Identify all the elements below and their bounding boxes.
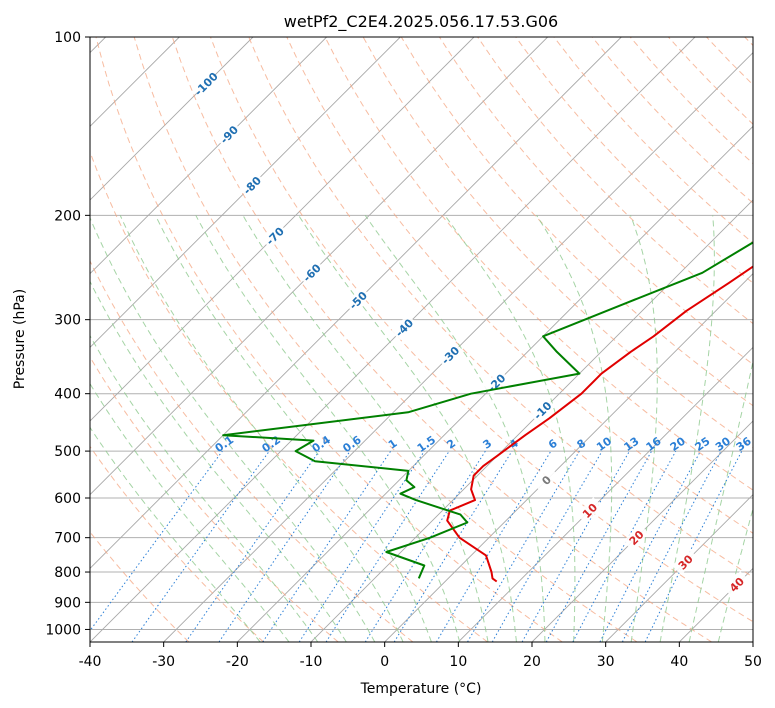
x-tick-label: 30 [597, 654, 615, 670]
isotherm-label-bg [436, 341, 464, 369]
isotherm-line [605, 494, 753, 642]
isotherm-label-bg [672, 548, 699, 575]
isotherm-line [90, 37, 548, 496]
x-tick-label: 10 [449, 654, 467, 670]
x-tick-label: 40 [670, 654, 688, 670]
plot-area: -100-90-80-70-60-50-40-30-20-10010203040… [90, 37, 754, 642]
isotherm-label-bg [215, 121, 242, 148]
y-tick-label: 800 [54, 565, 81, 581]
y-tick-label: 700 [54, 531, 81, 547]
mixing-ratio-line [325, 450, 450, 642]
dry-adiabat-line [171, 37, 712, 642]
y-axis: 100 200 300 400 500 600 700 800 900 1000 [45, 30, 90, 638]
moist-adiabat-line [195, 215, 461, 642]
isotherm-line [237, 125, 753, 642]
isotherm-label-bg [344, 286, 371, 314]
mixing-ratio-line [521, 450, 630, 642]
moist-adiabat-line [242, 215, 489, 642]
moist-adiabat-line [119, 215, 404, 642]
isotherm-label-bg [529, 396, 556, 424]
isotherm-label-bg [261, 222, 288, 249]
mixing-ratio-line [572, 450, 677, 642]
dry-adiabat-line [90, 356, 339, 642]
mixing-ratio-line [131, 450, 270, 642]
mixing-ratio-line [644, 450, 743, 642]
y-tick-label: 900 [54, 595, 81, 611]
y-tick-label: 300 [54, 313, 81, 329]
moist-adiabat-line [630, 215, 658, 642]
dry-adiabat-line [210, 37, 753, 623]
x-tick-label: 50 [744, 654, 762, 670]
isotherm-line [90, 37, 475, 422]
isotherm-line [90, 37, 401, 348]
dewpoint-trace [222, 241, 753, 579]
mixing-ratio-line [393, 450, 513, 642]
mixing-ratio-line [545, 450, 653, 642]
x-axis: -40 -30 -20 -10 0 10 20 30 40 50 [79, 642, 762, 670]
isotherm-label-bg [238, 171, 265, 199]
y-tick-label: 500 [54, 444, 81, 460]
moist-adiabats [90, 215, 753, 642]
mixing-ratio-line [298, 450, 425, 642]
x-tick-label: -10 [300, 654, 323, 670]
moist-adiabat-line [536, 215, 613, 642]
mixing-ratio-line [218, 450, 351, 642]
y-tick-label: 100 [54, 30, 81, 46]
isotherm-label-bg [622, 524, 650, 551]
isobar-grid [90, 37, 753, 630]
y-axis-label: Pressure (hPa) [12, 289, 28, 389]
isotherm-line [90, 37, 254, 201]
mixing-ratio-line [185, 450, 320, 642]
temperature-trace [446, 265, 753, 583]
dry-adiabat-line [286, 37, 753, 534]
sounding-traces [222, 241, 753, 583]
y-tick-label: 400 [54, 387, 81, 403]
isotherm-line [384, 273, 753, 642]
x-tick-label: -40 [79, 654, 102, 670]
x-axis-label: Temperature (°C) [360, 681, 482, 697]
moist-adiabat-line [90, 426, 261, 642]
x-tick-label: -30 [152, 654, 175, 670]
mixing-ratio-line [90, 450, 223, 632]
dry-adiabat-line [90, 259, 414, 642]
moist-adiabat-line [659, 215, 715, 642]
isotherm-label-bg [723, 571, 750, 598]
mixing-ratio-label: 36 [734, 434, 754, 454]
moist-adiabat-line [154, 215, 432, 642]
dry-adiabat-line [515, 37, 753, 284]
isotherm-label-bg [390, 314, 417, 341]
isotherm-label-bg [192, 70, 219, 97]
moist-adiabat-line [364, 215, 546, 642]
moist-adiabat-line [90, 216, 376, 642]
isotherm-label-bg [532, 466, 560, 493]
mixing-ratio-lines [90, 450, 743, 642]
isotherm-label-bg [483, 369, 510, 396]
x-tick-label: 0 [380, 654, 389, 670]
mixing-ratio-line [262, 450, 392, 642]
dry-adiabats [90, 37, 753, 642]
isotherm-line [458, 346, 753, 642]
dry-adiabat-line [248, 37, 753, 578]
y-tick-label: 1000 [45, 622, 81, 638]
moist-adiabat-line [90, 280, 347, 642]
moist-adiabat-line [90, 334, 319, 642]
dry-adiabat-line [95, 37, 563, 642]
plot-frame [89, 36, 754, 643]
dry-adiabat-line [324, 37, 753, 491]
isotherm-line [90, 37, 622, 569]
x-tick-label: 20 [523, 654, 541, 670]
isotherm-line [163, 52, 753, 642]
moist-adiabat-line [444, 215, 576, 642]
dry-adiabat-line [90, 445, 264, 642]
x-tick-label: -20 [226, 654, 249, 670]
isotherm-line [90, 37, 696, 642]
y-tick-label: 600 [54, 491, 81, 507]
isotherm-label-bg [298, 259, 325, 286]
y-tick-label: 200 [54, 208, 81, 224]
chart-title: wetPf2_C2E4.2025.056.17.53.G06 [284, 12, 558, 32]
isotherm-label-bg [576, 497, 603, 524]
